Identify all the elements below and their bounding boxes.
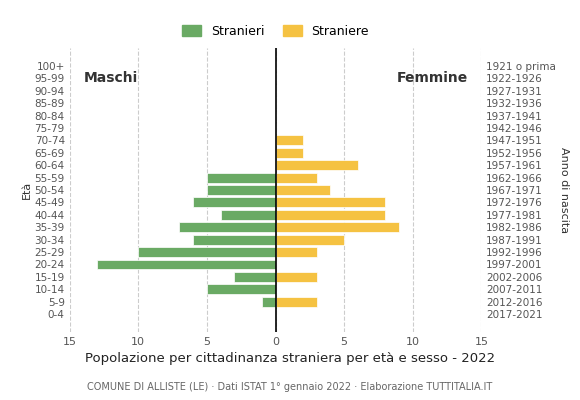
Bar [276, 297, 317, 307]
Bar [193, 198, 276, 207]
Bar [276, 173, 317, 182]
Bar [276, 148, 303, 158]
Y-axis label: Età: Età [21, 181, 32, 199]
Text: Maschi: Maschi [84, 71, 137, 85]
Bar [276, 222, 399, 232]
Bar [276, 185, 331, 195]
Legend: Stranieri, Straniere: Stranieri, Straniere [177, 20, 374, 43]
Text: Popolazione per cittadinanza straniera per età e sesso - 2022: Popolazione per cittadinanza straniera p… [85, 352, 495, 365]
Bar [207, 173, 276, 182]
Bar [276, 198, 385, 207]
Bar [220, 210, 276, 220]
Bar [207, 284, 276, 294]
Bar [179, 222, 276, 232]
Text: COMUNE DI ALLISTE (LE) · Dati ISTAT 1° gennaio 2022 · Elaborazione TUTTITALIA.IT: COMUNE DI ALLISTE (LE) · Dati ISTAT 1° g… [88, 382, 492, 392]
Bar [276, 247, 317, 257]
Bar [207, 185, 276, 195]
Bar [234, 272, 276, 282]
Bar [138, 247, 276, 257]
Bar [193, 235, 276, 245]
Bar [276, 272, 317, 282]
Y-axis label: Anno di nascita: Anno di nascita [559, 147, 569, 233]
Bar [276, 210, 385, 220]
Bar [97, 260, 275, 270]
Bar [262, 297, 275, 307]
Text: Femmine: Femmine [396, 71, 467, 85]
Bar [276, 160, 358, 170]
Bar [276, 235, 344, 245]
Bar [276, 135, 303, 145]
